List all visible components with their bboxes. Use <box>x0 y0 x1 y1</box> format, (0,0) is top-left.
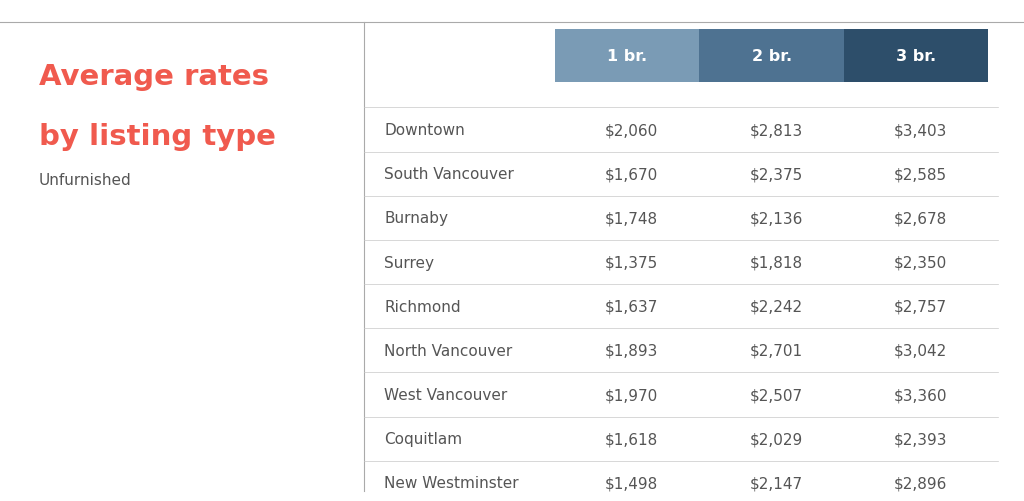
Text: $1,818: $1,818 <box>750 255 803 270</box>
Text: by listing type: by listing type <box>39 123 275 151</box>
Text: $1,970: $1,970 <box>605 387 658 402</box>
Text: $2,507: $2,507 <box>750 387 803 402</box>
Text: Downtown: Downtown <box>384 123 465 138</box>
Text: $1,375: $1,375 <box>605 255 658 270</box>
Text: $3,042: $3,042 <box>894 343 947 358</box>
Text: $2,029: $2,029 <box>750 431 803 446</box>
Text: $3,403: $3,403 <box>894 123 947 138</box>
Text: $2,896: $2,896 <box>894 475 947 490</box>
Text: 3 br.: 3 br. <box>896 49 936 64</box>
Text: Unfurnished: Unfurnished <box>39 173 132 188</box>
Text: West Vancouver: West Vancouver <box>384 387 507 402</box>
Text: $2,147: $2,147 <box>750 475 803 490</box>
Text: $1,637: $1,637 <box>605 299 658 314</box>
Text: $2,393: $2,393 <box>894 431 947 446</box>
Text: $1,748: $1,748 <box>605 211 658 226</box>
Text: $1,670: $1,670 <box>605 167 658 182</box>
Bar <box>699 30 844 83</box>
Text: New Westminster: New Westminster <box>384 475 518 490</box>
Text: Coquitlam: Coquitlam <box>384 431 462 446</box>
Text: $2,701: $2,701 <box>750 343 803 358</box>
Bar <box>555 30 699 83</box>
Text: 1 br.: 1 br. <box>607 49 647 64</box>
Text: $2,813: $2,813 <box>750 123 803 138</box>
Text: $2,242: $2,242 <box>750 299 803 314</box>
Text: 2 br.: 2 br. <box>752 49 792 64</box>
Text: $1,498: $1,498 <box>605 475 658 490</box>
Text: $2,757: $2,757 <box>894 299 947 314</box>
Text: $2,678: $2,678 <box>894 211 947 226</box>
Text: $2,136: $2,136 <box>750 211 803 226</box>
Text: Richmond: Richmond <box>384 299 461 314</box>
Text: $1,618: $1,618 <box>605 431 658 446</box>
Text: South Vancouver: South Vancouver <box>384 167 514 182</box>
Text: Burnaby: Burnaby <box>384 211 449 226</box>
Text: $2,350: $2,350 <box>894 255 947 270</box>
Text: North Vancouver: North Vancouver <box>384 343 512 358</box>
Text: $3,360: $3,360 <box>894 387 947 402</box>
Text: $2,375: $2,375 <box>750 167 803 182</box>
Text: $2,585: $2,585 <box>894 167 947 182</box>
Text: Surrey: Surrey <box>384 255 434 270</box>
Text: $2,060: $2,060 <box>605 123 658 138</box>
Text: $1,893: $1,893 <box>605 343 658 358</box>
Bar <box>844 30 988 83</box>
Text: Average rates: Average rates <box>39 63 269 91</box>
